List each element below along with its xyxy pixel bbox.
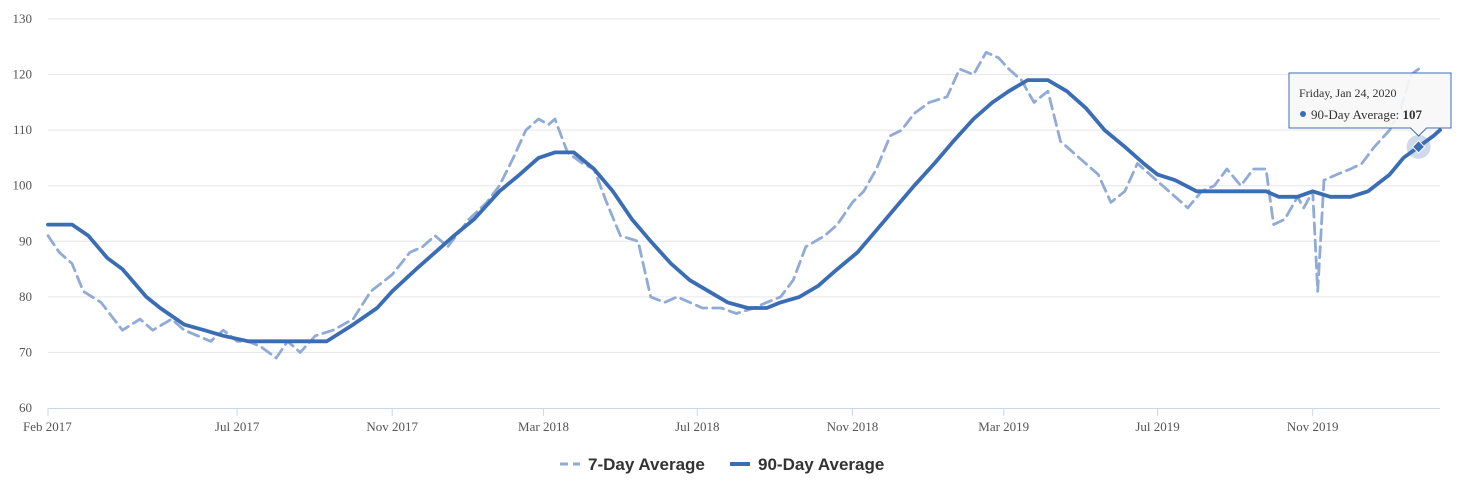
x-tick-label: Jul 2018 [675,419,719,434]
y-tick-label: 110 [13,122,32,137]
x-tick-label: Mar 2019 [978,419,1029,434]
legend: 7-Day Average 90-Day Average [560,455,884,474]
y-tick-label: 60 [19,400,32,415]
grid-lines [48,18,1440,353]
x-tick-label: Mar 2018 [518,419,569,434]
tooltip-series: 90-Day Average: 107 [1311,107,1422,122]
x-tick-label: Nov 2017 [366,419,418,434]
x-tick-label: Nov 2018 [827,419,879,434]
y-tick-label: 120 [13,67,33,82]
y-axis-labels: 60 70 80 90 100 110 120 130 [13,11,33,415]
x-tick-label: Jul 2017 [215,419,260,434]
y-tick-label: 90 [19,233,32,248]
y-tick-label: 80 [19,289,32,304]
y-tick-label: 130 [13,11,33,26]
y-tick-label: 70 [19,344,32,359]
series-line-7-day [46,50,1420,360]
series-layer [46,50,1442,360]
hover-marker [1411,140,1426,154]
x-axis: Feb 2017 Jul 2017 Nov 2017 Mar 2018 Jul 2018… [23,408,1440,434]
x-tick-label: Nov 2019 [1287,419,1339,434]
tooltip-box [1288,72,1452,137]
tooltip-series-label: 90-Day Average: [1311,107,1402,122]
legend-label-90-day[interactable]: 90-Day Average [758,455,884,474]
tooltip-value: 107 [1402,107,1422,122]
tooltip-series-dot [1300,111,1306,117]
tooltip-date: Friday, Jan 24, 2020 [1299,86,1397,100]
series-line-90-day [46,78,1442,344]
tooltip: Friday, Jan 24, 2020 90-Day Average: 107 [1288,72,1452,159]
legend-label-7-day[interactable]: 7-Day Average [588,455,705,474]
x-tick-label: Jul 2019 [1135,419,1179,434]
y-tick-label: 100 [13,178,33,193]
x-tick-label: Feb 2017 [23,419,72,434]
